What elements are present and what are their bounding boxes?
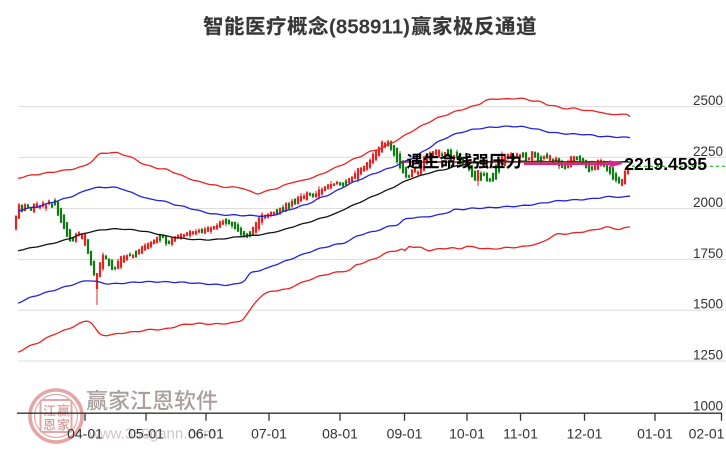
svg-text:09-01: 09-01 bbox=[387, 426, 423, 442]
svg-text:11-01: 11-01 bbox=[503, 426, 538, 442]
svg-text:1500: 1500 bbox=[693, 297, 723, 312]
svg-text:(858911): (858911) bbox=[329, 16, 410, 39]
svg-text:12-01: 12-01 bbox=[567, 426, 603, 442]
svg-text:1000: 1000 bbox=[693, 398, 723, 413]
svg-text:1250: 1250 bbox=[693, 348, 723, 363]
svg-text:02-01: 02-01 bbox=[689, 426, 725, 442]
svg-text:2219.4595: 2219.4595 bbox=[624, 154, 707, 174]
svg-text:04-01: 04-01 bbox=[67, 426, 103, 442]
svg-text:08-01: 08-01 bbox=[322, 426, 358, 442]
svg-text:07-01: 07-01 bbox=[251, 426, 287, 442]
svg-text:www.360gann.com: www.360gann.com bbox=[88, 426, 216, 443]
svg-text:06-01: 06-01 bbox=[188, 426, 224, 442]
svg-text:2500: 2500 bbox=[693, 93, 723, 108]
svg-text:10-01: 10-01 bbox=[449, 426, 485, 442]
svg-text:2250: 2250 bbox=[693, 144, 723, 159]
svg-text:2000: 2000 bbox=[693, 195, 723, 210]
svg-text:05-01: 05-01 bbox=[128, 426, 164, 442]
svg-text:01-01: 01-01 bbox=[637, 426, 673, 442]
svg-text:1750: 1750 bbox=[693, 246, 723, 261]
